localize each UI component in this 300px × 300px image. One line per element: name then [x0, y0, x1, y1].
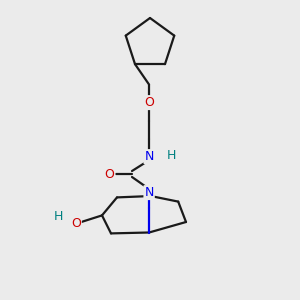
- Text: N: N: [144, 150, 154, 163]
- Text: O: O: [105, 167, 114, 181]
- Text: O: O: [144, 96, 154, 109]
- Text: N: N: [144, 186, 154, 199]
- Text: H: H: [166, 149, 176, 162]
- Text: H: H: [54, 209, 63, 223]
- Text: O: O: [71, 217, 81, 230]
